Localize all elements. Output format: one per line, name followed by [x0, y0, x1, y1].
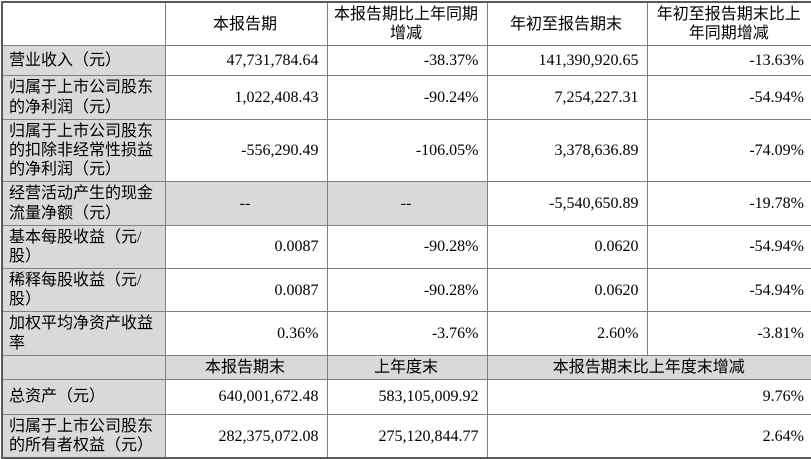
value-current: 0.0087: [164, 268, 328, 313]
value-ytd: -5,540,650.89: [486, 181, 648, 226]
value-current-change: -38.37%: [326, 45, 488, 77]
value-ytd-change: -19.78%: [646, 181, 811, 226]
row-label: 归属于上市公司股东的净利润（元）: [1, 75, 166, 120]
value-current: 0.0087: [164, 224, 328, 270]
value-current-change: -90.28%: [326, 268, 488, 313]
row-label: 归属于上市公司股东的扣除非经常性损益的净利润（元）: [1, 118, 166, 183]
value-current-change: -90.28%: [326, 224, 488, 270]
value-current: -556,290.49: [164, 118, 328, 183]
row-label: 稀释每股收益（元/股）: [1, 268, 166, 313]
value-ytd-change: -3.81%: [646, 311, 811, 356]
value-ytd: 141,390,920.65: [486, 45, 648, 77]
value-period-end: 640,001,672.48: [164, 379, 328, 415]
value-ytd: 7,254,227.31: [486, 75, 648, 120]
table-row-net-profit-excl-nonrecurring: 归属于上市公司股东的扣除非经常性损益的净利润（元） -556,290.49 -1…: [1, 118, 811, 183]
value-prev-year-end: 583,105,009.92: [326, 379, 488, 415]
corner-cell: [1, 1, 166, 47]
table-row-basic-eps: 基本每股收益（元/股） 0.0087 -90.28% 0.0620 -54.94…: [1, 224, 811, 270]
corner-cell: [1, 354, 166, 381]
col-header-period-end-change: 本报告期末比上年度末增减: [486, 354, 811, 381]
value-current: 1,022,408.43: [164, 75, 328, 120]
table-row-weighted-avg-roe: 加权平均净资产收益率 0.36% -3.76% 2.60% -3.81%: [1, 311, 811, 356]
value-current-change: -3.76%: [326, 311, 488, 356]
col-header-current-period: 本报告期: [164, 1, 328, 47]
table-row-net-profit: 归属于上市公司股东的净利润（元） 1,022,408.43 -90.24% 7,…: [1, 75, 811, 120]
value-ytd-change: -74.09%: [646, 118, 811, 183]
col-header-period-end: 本报告期末: [164, 354, 328, 381]
value-ytd-change: -54.94%: [646, 224, 811, 270]
col-header-current-period-change: 本报告期比上年同期增减: [326, 1, 488, 47]
value-current: 47,731,784.64: [164, 45, 328, 77]
row-label: 加权平均净资产收益率: [1, 311, 166, 356]
value-change: 9.76%: [486, 379, 811, 415]
row-label: 经营活动产生的现金流量净额（元）: [1, 181, 166, 226]
header-row-period: 本报告期 本报告期比上年同期增减 年初至报告期末 年初至报告期末比上年同期增减: [1, 1, 811, 47]
col-header-ytd: 年初至报告期末: [486, 1, 648, 47]
value-prev-year-end: 275,120,844.77: [326, 414, 488, 459]
row-label: 基本每股收益（元/股）: [1, 224, 166, 270]
table-row-diluted-eps: 稀释每股收益（元/股） 0.0087 -90.28% 0.0620 -54.94…: [1, 268, 811, 313]
table-row-total-assets: 总资产（元） 640,001,672.48 583,105,009.92 9.7…: [1, 379, 811, 415]
row-label: 总资产（元）: [1, 379, 166, 415]
value-ytd-change: -54.94%: [646, 75, 811, 120]
value-ytd-change: -13.63%: [646, 45, 811, 77]
table-row-revenue: 营业收入（元） 47,731,784.64 -38.37% 141,390,92…: [1, 45, 811, 77]
value-ytd: 0.0620: [486, 224, 648, 270]
row-label: 归属于上市公司股东的所有者权益（元）: [1, 414, 166, 459]
value-current: --: [164, 181, 328, 226]
value-ytd: 0.0620: [486, 268, 648, 313]
value-change: 2.64%: [486, 414, 811, 459]
col-header-ytd-change: 年初至报告期末比上年同期增减: [646, 1, 811, 47]
value-current-change: -106.05%: [326, 118, 488, 183]
value-ytd-change: -54.94%: [646, 268, 811, 313]
value-ytd: 3,378,636.89: [486, 118, 648, 183]
header-row-yearend: 本报告期末 上年度末 本报告期末比上年度末增减: [1, 354, 811, 381]
table-row-owners-equity: 归属于上市公司股东的所有者权益（元） 282,375,072.08 275,12…: [1, 414, 811, 459]
value-period-end: 282,375,072.08: [164, 414, 328, 459]
col-header-prev-year-end: 上年度末: [326, 354, 488, 381]
row-label: 营业收入（元）: [1, 45, 166, 77]
value-current-change: --: [326, 181, 488, 226]
table-row-operating-cash-flow: 经营活动产生的现金流量净额（元） -- -- -5,540,650.89 -19…: [1, 181, 811, 226]
value-current-change: -90.24%: [326, 75, 488, 120]
value-ytd: 2.60%: [486, 311, 648, 356]
value-current: 0.36%: [164, 311, 328, 356]
